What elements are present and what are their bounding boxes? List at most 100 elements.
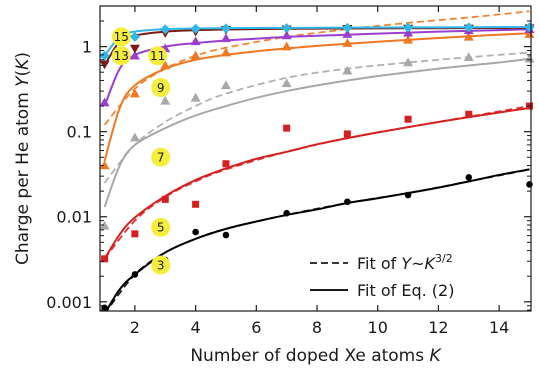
data-point-3 — [404, 191, 412, 199]
data-point-7 — [281, 78, 292, 88]
data-point-9 — [281, 41, 292, 51]
data-point-7 — [463, 52, 474, 61]
series-badge: 5 — [151, 217, 171, 237]
x-tick-label: 12 — [428, 318, 448, 337]
y-tick-label: 0.01 — [56, 208, 92, 227]
badge-circle — [151, 217, 171, 237]
badge-label: 7 — [157, 151, 165, 165]
dashed-fit-curve-9 — [103, 10, 530, 126]
data-point-5 — [404, 115, 412, 123]
y-tick-label: 1 — [82, 38, 92, 57]
x-tick-label: 6 — [251, 318, 261, 337]
solid-fit-curve-5 — [103, 106, 530, 260]
data-point-9 — [524, 29, 535, 38]
data-point-15 — [342, 22, 353, 33]
data-point-7 — [160, 95, 171, 105]
badge-label: 11 — [150, 49, 165, 63]
data-point-3 — [192, 228, 199, 236]
y-axis-label: Charge per He atom Y(K) — [13, 52, 33, 265]
legend: Fit of Y~K3/2 Fit of Eq. (2) — [310, 252, 454, 300]
badge-circle — [111, 27, 131, 47]
dashed-fit-curve-3 — [105, 168, 530, 311]
series-badge: 7 — [151, 147, 171, 167]
fit-curves — [103, 10, 530, 311]
x-tick-label: 8 — [312, 318, 322, 337]
data-point-15 — [463, 22, 474, 33]
data-point-3 — [526, 181, 533, 188]
solid-fit-curve-7 — [103, 57, 530, 208]
series-badge: 13 — [111, 46, 131, 66]
data-point-11 — [129, 50, 140, 60]
data-point-13 — [129, 44, 140, 54]
data-point-3 — [283, 209, 290, 217]
x-axis-label: Number of doped Xe atoms K — [190, 346, 442, 366]
data-point-15 — [403, 22, 414, 33]
data-point-15 — [220, 23, 231, 34]
data-point-9 — [129, 88, 140, 98]
x-tick-label: 10 — [368, 318, 388, 337]
badge-circle — [151, 147, 171, 167]
series-badge: 11 — [148, 46, 168, 66]
badge-label: 9 — [157, 81, 165, 95]
series-badge: 9 — [151, 78, 171, 98]
series-labels: 3 5 7 9 11 13 15 — [111, 27, 171, 275]
data-point-5 — [283, 124, 291, 132]
legend-label-dashed: Fit of Y~K3/2 — [357, 252, 453, 273]
data-point-15 — [129, 31, 140, 42]
series-badge: 15 — [111, 27, 131, 47]
data-point-5 — [192, 200, 200, 208]
data-point-9 — [403, 34, 414, 44]
badge-circle — [151, 255, 171, 275]
data-point-5 — [131, 230, 139, 238]
badge-label: 5 — [157, 221, 165, 235]
solid-fit-curve-9 — [103, 32, 530, 162]
data-point-7 — [524, 53, 535, 63]
solid-fit-curve-11 — [103, 28, 530, 107]
badge-label: 3 — [157, 258, 165, 272]
data-point-5 — [161, 195, 169, 203]
series-badge: 3 — [151, 255, 171, 275]
data-point-5 — [343, 130, 351, 138]
badge-circle — [151, 78, 171, 98]
data-point-3 — [344, 198, 351, 206]
data-point-5 — [465, 110, 473, 118]
data-point-3 — [222, 231, 230, 239]
dashed-fit-curve-5 — [103, 105, 530, 260]
y-axis-ticks: 0.001 0.01 0.1 1 — [46, 5, 531, 312]
data-point-15 — [281, 23, 292, 34]
data-point-15 — [524, 22, 535, 33]
data-point-9 — [190, 50, 201, 60]
data-point-9 — [342, 38, 353, 47]
data-point-11 — [220, 33, 231, 43]
solid-fit-curve-3 — [105, 168, 530, 311]
x-tick-label: 2 — [130, 318, 140, 337]
data-point-3 — [131, 271, 139, 278]
data-point-3 — [465, 174, 473, 181]
data-point-5 — [222, 160, 230, 168]
data-point-15 — [160, 24, 171, 35]
badge-label: 13 — [114, 49, 129, 63]
badge-circle — [111, 46, 131, 66]
plot-frame — [99, 5, 532, 312]
data-point-7 — [190, 92, 201, 102]
data-point-9 — [99, 160, 110, 170]
data-point-7 — [129, 132, 140, 142]
x-axis-ticks: 2 4 6 8 10 12 14 — [130, 6, 509, 337]
data-point-9 — [160, 60, 171, 70]
data-point-11 — [99, 97, 110, 107]
data-point-9 — [220, 47, 231, 57]
dashed-fit-curve-7 — [103, 51, 530, 184]
data-point-7 — [220, 80, 231, 90]
legend-label-solid: Fit of Eq. (2) — [357, 281, 454, 300]
data-point-7 — [342, 65, 353, 75]
data-point-15 — [99, 50, 110, 61]
data-point-11 — [190, 36, 201, 46]
data-point-11 — [281, 30, 292, 40]
x-tick-label: 14 — [489, 318, 509, 337]
data-point-5 — [101, 255, 109, 263]
data-point-9 — [463, 31, 474, 41]
data-point-7 — [403, 57, 414, 67]
data-markers — [99, 22, 535, 312]
y-tick-label: 0.1 — [67, 123, 92, 142]
